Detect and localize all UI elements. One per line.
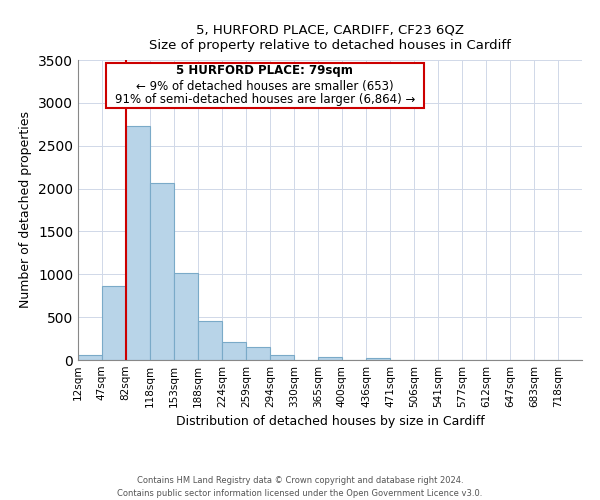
Bar [246,347,270,360]
Bar [174,274,198,360]
Bar [125,126,150,360]
Text: ← 9% of detached houses are smaller (653): ← 9% of detached houses are smaller (653… [136,80,394,92]
Text: 91% of semi-detached houses are larger (6,864) →: 91% of semi-detached houses are larger (… [115,94,415,106]
Bar [270,355,294,360]
Title: 5, HURFORD PLACE, CARDIFF, CF23 6QZ
Size of property relative to detached houses: 5, HURFORD PLACE, CARDIFF, CF23 6QZ Size… [149,24,511,52]
Bar [150,184,174,360]
Bar [222,342,246,360]
X-axis label: Distribution of detached houses by size in Cardiff: Distribution of detached houses by size … [176,416,484,428]
Y-axis label: Number of detached properties: Number of detached properties [19,112,32,308]
Text: 5 HURFORD PLACE: 79sqm: 5 HURFORD PLACE: 79sqm [176,64,353,77]
FancyBboxPatch shape [106,62,424,108]
Bar [198,321,222,360]
Bar [78,356,102,360]
Text: Contains HM Land Registry data © Crown copyright and database right 2024.
Contai: Contains HM Land Registry data © Crown c… [118,476,482,498]
Bar [318,358,342,360]
Bar [367,358,390,360]
Bar [102,286,125,360]
